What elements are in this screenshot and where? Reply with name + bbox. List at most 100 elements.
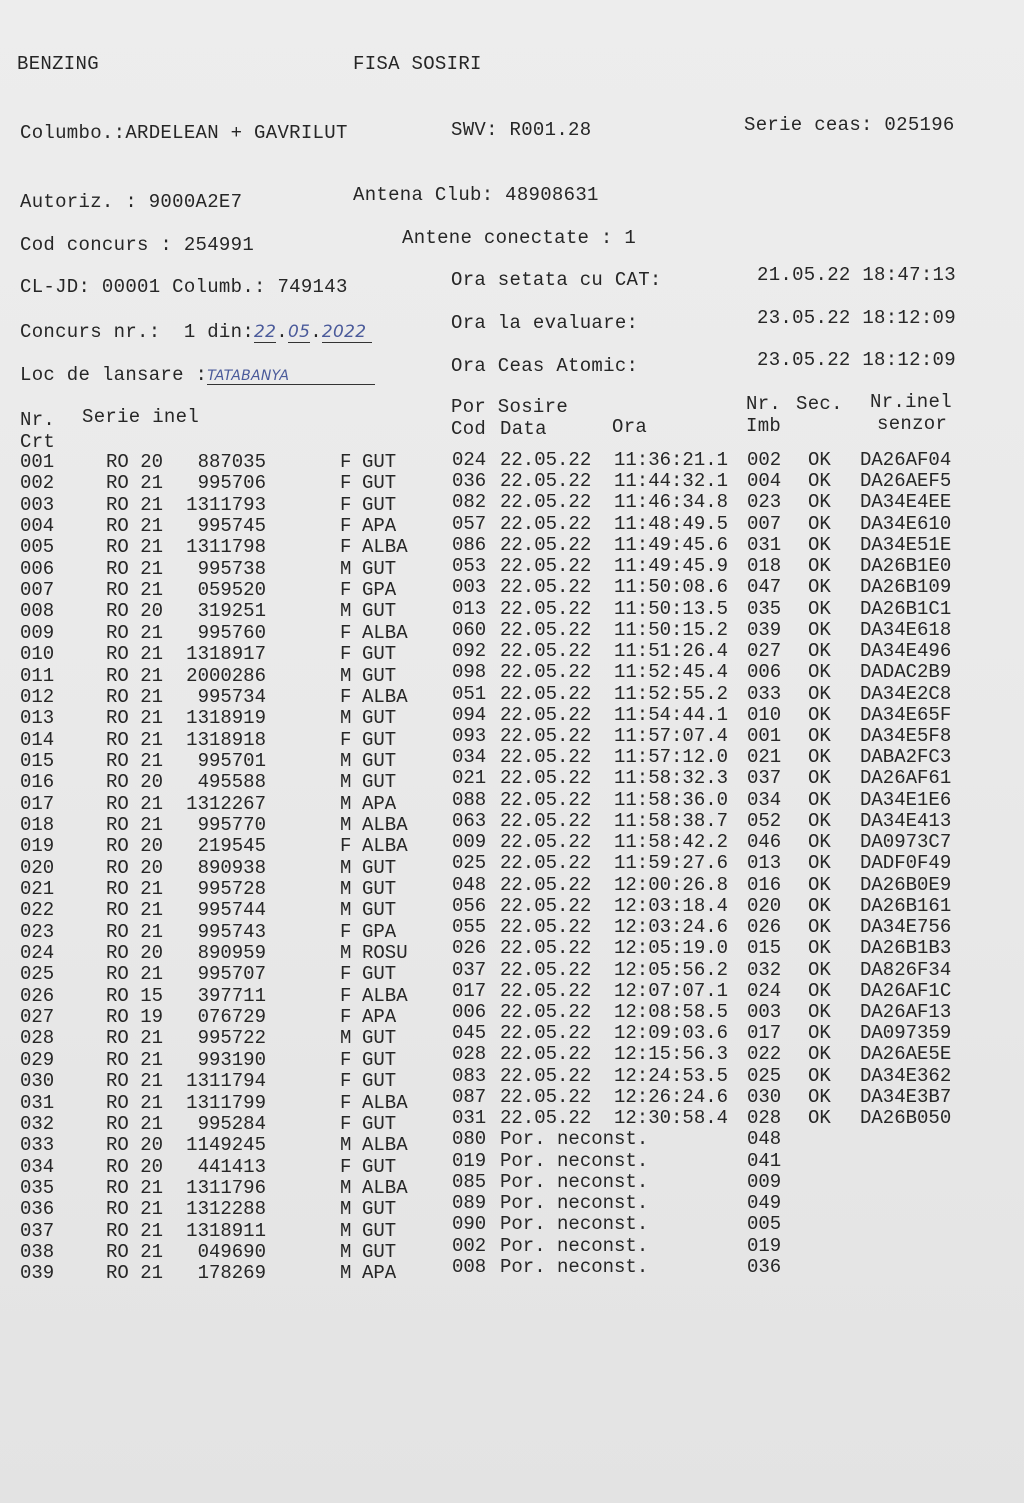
- nr-imb: 003: [747, 1000, 782, 1023]
- row-number: 037: [20, 1219, 55, 1242]
- sensor-ring: DA34E51E: [860, 533, 952, 556]
- code: 088: [452, 788, 487, 811]
- sex: F: [340, 621, 352, 644]
- row-number: 001: [20, 451, 55, 473]
- ring-country-year: RO 21: [106, 899, 164, 922]
- table-row: 002 RO 21 995706 F GUT 036 22.05.22 11:44:32.1 0…: [0, 470, 1024, 495]
- sensor-ring: DA34E610: [860, 512, 952, 535]
- table-row: 003 RO 21 1311793 F GUT 082 22.05.22 11:46:34.8…: [0, 491, 1024, 515]
- sec-status: OK: [808, 873, 831, 896]
- arrival-time: 11:50:15.2: [614, 618, 729, 641]
- sec-status: OK: [808, 682, 831, 705]
- sex: M: [340, 813, 352, 836]
- ring-number: 995706: [197, 472, 266, 495]
- table-row: 021 RO 21 995728 M GUT 048 22.05.22 12:00:26.8 0…: [0, 874, 1024, 900]
- arrival-time: 11:44:32.1: [614, 470, 729, 493]
- sex: M: [340, 707, 352, 730]
- code: 031: [452, 1107, 487, 1130]
- nr-imb: 031: [747, 533, 782, 556]
- sensor-ring: DA34E362: [860, 1064, 952, 1087]
- ring-number: 076729: [197, 1006, 266, 1029]
- sex: M: [340, 1219, 352, 1242]
- ring-number: 1318919: [186, 707, 266, 730]
- ring-country-year: RO 21: [106, 1048, 164, 1071]
- sec-status: OK: [808, 449, 831, 471]
- sex: M: [340, 600, 352, 623]
- swv-version: SWV: R001.28: [451, 119, 592, 141]
- code: 086: [452, 533, 487, 556]
- sensor-ring: DA34E5F8: [860, 725, 952, 747]
- ring-country-year: RO 21: [106, 685, 164, 708]
- sensor-ring: DA26AF61: [860, 767, 952, 790]
- arrival-date: 22.05.22: [500, 618, 592, 641]
- sec-status: OK: [808, 725, 831, 747]
- code: 017: [452, 979, 487, 1002]
- nr-imb: 036: [747, 1255, 782, 1278]
- sensor-ring: DA34E1E6: [860, 788, 952, 811]
- sec-status: OK: [808, 597, 831, 620]
- code: 057: [452, 512, 487, 535]
- table-row: 019 RO 20 219545 F ALBA 009 22.05.22 11:58:42.2…: [0, 831, 1024, 857]
- row-number: 032: [20, 1112, 55, 1135]
- code: 080: [452, 1128, 487, 1151]
- ring-number: 995284: [197, 1112, 266, 1135]
- code: 063: [452, 809, 487, 832]
- color: GUT: [362, 1198, 397, 1221]
- col-imb: Imb: [746, 415, 782, 437]
- code: 092: [452, 640, 487, 663]
- code: 048: [452, 873, 487, 896]
- color: APA: [362, 792, 397, 815]
- color: GUT: [362, 1070, 397, 1093]
- sex: F: [340, 1091, 352, 1114]
- col-ora: Ora: [612, 416, 648, 438]
- ring-number: 995745: [197, 515, 266, 538]
- ring-number: 995734: [197, 685, 266, 708]
- nr-imb: 017: [747, 1022, 782, 1045]
- color: GUT: [362, 771, 397, 794]
- table-row: 037 RO 21 1318911 M GUT 090 Por. neconst. 005: [0, 1213, 1024, 1242]
- arrival-date: 22.05.22: [500, 767, 592, 790]
- ring-country-year: RO 21: [106, 643, 164, 666]
- color: GUT: [362, 749, 397, 772]
- sec-status: OK: [808, 1085, 831, 1108]
- ring-country-year: RO 20: [106, 1134, 164, 1157]
- sec-status: OK: [808, 916, 831, 939]
- sec-status: OK: [808, 809, 831, 832]
- sex: M: [340, 664, 352, 687]
- table-row: 027 RO 19 076729 F APA 006 22.05.22 12:08:58.5 0…: [0, 1001, 1024, 1029]
- row-number: 016: [20, 771, 55, 794]
- ring-number: 995738: [197, 557, 266, 580]
- table-row: 007 RO 21 059520 F GPA 003 22.05.22 11:50:08.6 0…: [0, 576, 1024, 601]
- ring-country-year: RO 21: [106, 1219, 164, 1242]
- ring-number: 1318911: [186, 1219, 266, 1242]
- sex: M: [340, 1262, 352, 1285]
- contest-year: 2022: [321, 322, 372, 343]
- arrival-time: 12:08:58.5: [614, 1000, 729, 1023]
- nr-imb: 007: [747, 512, 782, 535]
- arrival-date: 22.05.22: [500, 1085, 592, 1108]
- table-row: 031 RO 21 1311799 F ALBA 087 22.05.22 12:26:24.…: [0, 1086, 1024, 1114]
- ring-country-year: RO 21: [106, 728, 164, 751]
- row-number: 031: [20, 1091, 55, 1114]
- sec-status: OK: [808, 661, 831, 684]
- table-row: 035 RO 21 1311796 M ALBA 085 Por. neconst. 009: [0, 1171, 1024, 1199]
- arrival-date: 22.05.22: [500, 937, 592, 960]
- color: GPA: [362, 920, 397, 943]
- nr-imb: 022: [747, 1043, 782, 1066]
- sensor-ring: DABA2FC3: [860, 746, 952, 769]
- code: 013: [452, 597, 487, 620]
- sex: M: [340, 878, 352, 900]
- color: GUT: [362, 600, 397, 623]
- sensor-ring: DA097359: [860, 1022, 952, 1045]
- arrival-date: 22.05.22: [500, 576, 592, 599]
- row-number: 014: [20, 728, 55, 751]
- ring-number: 397711: [197, 984, 266, 1007]
- code: 053: [452, 555, 487, 578]
- row-number: 015: [20, 749, 55, 772]
- ring-number: 995728: [197, 878, 266, 900]
- ring-number: 890959: [197, 942, 266, 965]
- contest-month: 05: [287, 322, 311, 343]
- ring-country-year: RO 21: [106, 664, 164, 687]
- ring-country-year: RO 21: [106, 813, 164, 836]
- row-number: 029: [20, 1048, 55, 1071]
